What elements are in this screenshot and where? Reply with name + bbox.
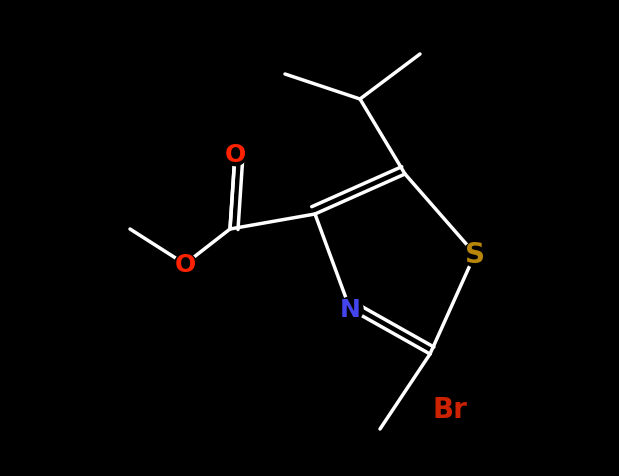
Text: S: S bbox=[465, 240, 485, 268]
Text: O: O bbox=[224, 143, 246, 167]
Text: Br: Br bbox=[433, 395, 467, 423]
Text: N: N bbox=[340, 298, 360, 321]
Text: O: O bbox=[175, 252, 196, 277]
